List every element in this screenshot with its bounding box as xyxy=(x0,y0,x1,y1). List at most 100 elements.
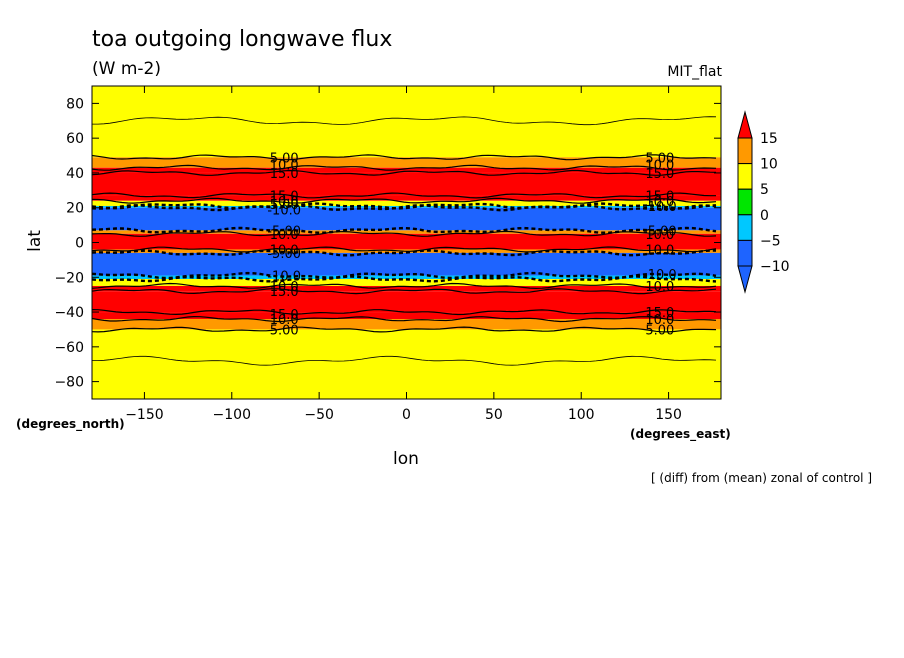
colorbar-label-3: 0 xyxy=(760,208,769,224)
contour-label-7: -5.00 xyxy=(267,224,301,239)
y-axis: −80 −60 −40 −20 0 20 40 60 80 xyxy=(54,96,721,391)
contour-label-18: 10.0 xyxy=(645,158,674,173)
y-tick-label-3: −20 xyxy=(54,270,84,286)
contour-label-3: 15.0 xyxy=(270,190,299,205)
contour-label-11: -10.0 xyxy=(267,270,301,285)
contour-line-16 xyxy=(91,309,717,316)
contour-line-14 xyxy=(91,282,717,290)
contour-label-5: 5.00 xyxy=(270,198,299,213)
colorbar-label-4: −5 xyxy=(760,233,781,249)
y-tick-label-4: 0 xyxy=(75,236,84,252)
x-axis: −150 −100 −50 0 50 100 150 xyxy=(125,86,682,423)
band-11 xyxy=(92,252,721,276)
contour-label-12: 10.0 xyxy=(270,280,299,295)
y-tick-label-7: 60 xyxy=(66,131,84,147)
contour-label-1: 10.0 xyxy=(270,158,299,173)
band-17 xyxy=(92,319,721,330)
contour-label-25: 10.0 xyxy=(645,243,674,258)
contour-label-16: 5.00 xyxy=(270,323,299,338)
contour-label-19: 15.0 xyxy=(645,167,674,182)
contour-label-27: 10.0 xyxy=(645,280,674,295)
colorbar-label-2: 5 xyxy=(760,182,769,198)
contour-line-2 xyxy=(91,164,717,171)
contour-label-6: -10.0 xyxy=(267,203,301,218)
contour-label-30: 5.00 xyxy=(645,323,674,338)
model-label: MIT_flat xyxy=(667,64,722,80)
x-tick-label-5: 100 xyxy=(568,407,595,423)
contour-label-15: 10.0 xyxy=(270,313,299,328)
band-2 xyxy=(92,167,721,173)
contour-line-7 xyxy=(91,204,717,212)
contour-label-24: 10.0 xyxy=(645,228,674,243)
colorbar-seg-0 xyxy=(737,137,753,165)
colorbar-label-1: 10 xyxy=(760,157,778,173)
contour-label-2: 15.0 xyxy=(270,167,299,182)
contour-label-21: 10.0 xyxy=(645,195,674,210)
contour-label-4: 10.0 xyxy=(270,195,299,210)
contour-line-4 xyxy=(91,192,716,199)
band-5 xyxy=(92,200,721,206)
contour-line-6 xyxy=(91,202,717,210)
contour-line-5 xyxy=(91,197,717,204)
contour-line-thin-1 xyxy=(92,355,717,366)
colorbar-label-0: 15 xyxy=(760,131,778,147)
band-12 xyxy=(92,275,721,280)
band-14 xyxy=(92,285,721,292)
contour-label-28: 15.0 xyxy=(645,306,674,321)
contour-label-9: 10.0 xyxy=(270,243,299,258)
contour-line-13 xyxy=(91,275,717,283)
y-tick-label-5: 20 xyxy=(66,201,84,217)
contour-line-18 xyxy=(91,326,717,333)
contour-label-13: 15.0 xyxy=(270,285,299,300)
contour-line-11 xyxy=(91,249,716,257)
contour-label-0: 5.00 xyxy=(270,151,299,166)
y-tick-label-1: −60 xyxy=(54,340,84,356)
band-4 xyxy=(92,195,721,201)
colorbar-seg-2 xyxy=(737,188,753,216)
contour-label-20: 15.0 xyxy=(645,190,674,205)
chart-title: toa outgoing longwave flux xyxy=(92,27,392,52)
contour-line-3 xyxy=(91,169,717,176)
contour-label-10: -5.00 xyxy=(267,247,301,262)
contour-line-17 xyxy=(91,315,717,323)
band-9 xyxy=(92,233,721,250)
band-7 xyxy=(92,207,721,231)
contour-line-12 xyxy=(91,271,717,280)
contour-label-26: -10.0 xyxy=(643,268,677,283)
y-tick-label-6: 40 xyxy=(66,166,84,182)
colorbar-seg-4 xyxy=(737,239,753,267)
band-0 xyxy=(92,86,721,158)
contour-line-15 xyxy=(91,288,717,295)
contour-label-22: -10.0 xyxy=(643,200,677,215)
contour-line-9 xyxy=(91,230,717,237)
y-tick-label-0: −80 xyxy=(54,375,84,391)
x-axis-label: lon xyxy=(393,449,419,469)
x-tick-label-6: 150 xyxy=(655,407,682,423)
chart-units: (W m-2) xyxy=(92,59,161,79)
colorbar-seg-1 xyxy=(737,163,753,190)
contour-label-29: 10.0 xyxy=(645,313,674,328)
comparison-note: [ (diff) from (mean) zonal of control ] xyxy=(651,471,872,485)
colorbar: 15 10 5 0 −5 −10 xyxy=(737,110,790,294)
colorbar-label-5: −10 xyxy=(760,259,790,275)
y-tick-label-2: −40 xyxy=(54,305,84,321)
contour-label-17: 5.00 xyxy=(645,151,674,166)
contour-label-23: -5.00 xyxy=(643,224,677,239)
plot-area: 5.0010.015.015.010.05.00-10.0-5.0010.010… xyxy=(91,85,722,400)
band-1 xyxy=(92,157,721,168)
x-tick-label-3: 0 xyxy=(402,407,411,423)
contour-line-thin-0 xyxy=(92,116,717,126)
contour-label-14: 15.0 xyxy=(270,308,299,323)
band-8 xyxy=(92,230,721,234)
y-units-label: (degrees_north) xyxy=(16,417,125,432)
x-tick-label-4: 50 xyxy=(485,407,503,423)
y-tick-label-8: 80 xyxy=(66,96,84,112)
y-axis-label: lat xyxy=(25,230,45,252)
contour-label-8: 10.0 xyxy=(270,228,299,243)
x-tick-label-1: −100 xyxy=(213,407,251,423)
x-units-label: (degrees_east) xyxy=(630,427,731,442)
band-3 xyxy=(92,172,721,196)
colorbar-arrow-bottom xyxy=(737,265,753,294)
x-tick-label-2: −50 xyxy=(304,407,334,423)
